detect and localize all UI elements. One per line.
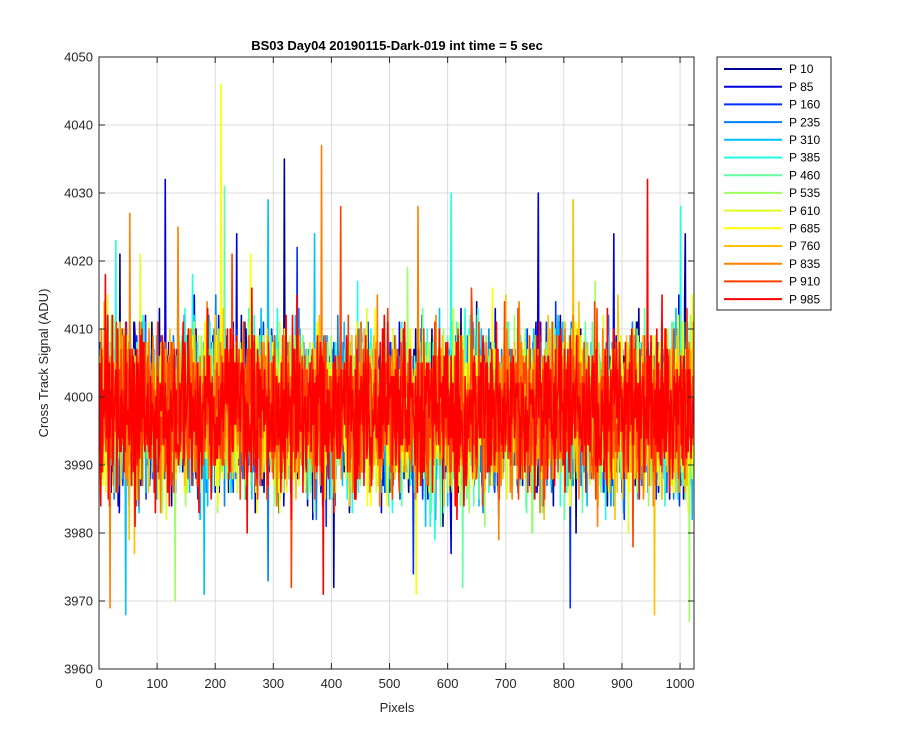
legend-item: P 310 — [724, 133, 820, 147]
y-tick-label: 3980 — [64, 526, 93, 541]
y-axis-label: Cross Track Signal (ADU) — [36, 289, 51, 438]
x-axis-label: Pixels — [380, 700, 415, 715]
legend-label: P 460 — [789, 168, 820, 182]
y-tick-label: 3990 — [64, 458, 93, 473]
legend-label: P 160 — [789, 98, 820, 112]
y-tick-label: 3970 — [64, 594, 93, 609]
y-tick-label: 4000 — [64, 390, 93, 405]
series-line-p985 — [99, 178, 694, 595]
series-lines — [99, 83, 694, 623]
legend-item: P 10 — [724, 62, 814, 76]
x-tick-label: 1000 — [666, 676, 695, 691]
legend-item: P 760 — [724, 239, 820, 253]
legend-label: P 985 — [789, 292, 820, 306]
legend-item: P 235 — [724, 115, 820, 129]
x-tick-label: 300 — [262, 676, 284, 691]
legend-item: P 385 — [724, 151, 820, 165]
chart-title: BS03 Day04 20190115-Dark-019 int time = … — [251, 38, 543, 53]
y-tick-label: 4020 — [64, 254, 93, 269]
x-tick-label: 500 — [379, 676, 401, 691]
plot-frame — [98, 56, 695, 670]
legend-label: P 10 — [789, 62, 814, 76]
legend-label: P 385 — [789, 151, 820, 165]
y-tick-label: 4010 — [64, 322, 93, 337]
legend-label: P 610 — [789, 204, 820, 218]
legend-label: P 910 — [789, 275, 820, 289]
legend-label: P 310 — [789, 133, 820, 147]
x-tick-label: 100 — [146, 676, 168, 691]
legend-item: P 460 — [724, 168, 820, 182]
legend-item: P 535 — [724, 186, 820, 200]
x-tick-label: 700 — [495, 676, 517, 691]
axis-ticks: 0 100 200 300 400 500 600 700 800 900 1000 3960 3970… — [64, 50, 694, 692]
legend-label: P 535 — [789, 186, 820, 200]
legend: P 10 P 85 P 160 P 235 P 310 P 385 P 460 P 535 P … — [716, 56, 832, 311]
legend-label: P 685 — [789, 222, 820, 236]
legend-label: P 835 — [789, 257, 820, 271]
legend-item: P 985 — [724, 292, 820, 306]
legend-label: P 85 — [789, 80, 814, 94]
legend-label: P 760 — [789, 239, 820, 253]
x-tick-label: 400 — [321, 676, 343, 691]
legend-item: P 160 — [724, 98, 820, 112]
legend-box — [716, 56, 832, 311]
legend-item: P 685 — [724, 222, 820, 236]
legend-label: P 235 — [789, 115, 820, 129]
x-tick-label: 0 — [95, 676, 102, 691]
y-tick-label: 4030 — [64, 186, 93, 201]
x-tick-label: 900 — [611, 676, 633, 691]
legend-item: P 835 — [724, 257, 820, 271]
x-tick-label: 600 — [437, 676, 459, 691]
x-tick-label: 800 — [553, 676, 575, 691]
x-tick-label: 200 — [204, 676, 226, 691]
y-tick-label: 3960 — [64, 662, 93, 677]
y-tick-label: 4050 — [64, 50, 93, 65]
legend-item: P 910 — [724, 275, 820, 289]
legend-item: P 85 — [724, 80, 814, 94]
legend-item: P 610 — [724, 204, 820, 218]
y-tick-label: 4040 — [64, 118, 93, 133]
